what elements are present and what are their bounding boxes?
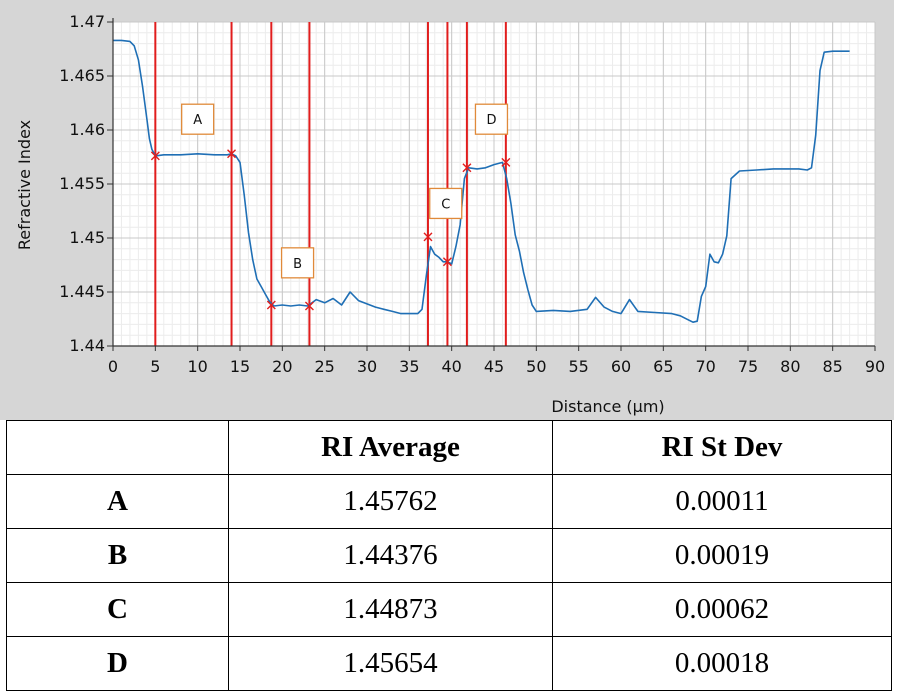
refractive-index-series — [113, 39, 850, 324]
table-header-row: RI Average RI St Dev — [6, 420, 892, 475]
x-tick-label: 55 — [568, 357, 588, 376]
x-tick-label: 75 — [738, 357, 758, 376]
x-tick-label: 10 — [187, 357, 207, 376]
ri-stdev-value: 0.00019 — [552, 528, 892, 583]
marker-stroke — [423, 232, 433, 242]
x-tick-label: 40 — [441, 357, 461, 376]
x-tick-label: 45 — [484, 357, 504, 376]
ri-stdev-value: 0.00062 — [552, 582, 892, 637]
marker-stroke — [442, 257, 452, 267]
boundary-marker — [462, 163, 472, 173]
region-label-a: A — [181, 103, 215, 135]
table-header-ri-average: RI Average — [228, 420, 553, 475]
x-tick-label: 0 — [108, 357, 118, 376]
x-tick-label: 85 — [822, 357, 842, 376]
region-boundaries — [154, 22, 507, 346]
marker-stroke — [501, 157, 511, 167]
boundary-marker — [150, 151, 160, 161]
ri-stats-table: RI Average RI St Dev A 1.45762 0.00011 B… — [6, 420, 892, 691]
boundary-marker — [304, 301, 314, 311]
x-tick-label: 65 — [653, 357, 673, 376]
boundary-marker — [266, 300, 276, 310]
x-tick-label: 15 — [230, 357, 250, 376]
axes: 0 5 10 15 20 25 30 35 40 45 50 55 60 65 70 75 80 85 90 1.44… — [59, 12, 885, 376]
row-label: A — [6, 474, 229, 529]
region-label-d: D — [474, 103, 509, 135]
marker-layer — [150, 149, 511, 311]
boundary-marker — [227, 149, 237, 159]
x-tick-label: 20 — [272, 357, 292, 376]
y-tick-label: 1.455 — [59, 174, 105, 193]
series-layer — [113, 39, 850, 324]
table-row: D 1.45654 0.00018 — [6, 636, 892, 691]
ri-average-value: 1.44873 — [228, 582, 553, 637]
row-label: C — [6, 582, 229, 637]
y-axis-label: Refractive Index — [15, 120, 34, 250]
x-tick-label: 35 — [399, 357, 419, 376]
ri-average-value: 1.45762 — [228, 474, 553, 529]
table-header-empty — [6, 420, 229, 475]
region-label-c: C — [429, 187, 463, 220]
region-label-layer: A B C D — [181, 103, 509, 279]
row-label: D — [6, 636, 229, 691]
y-tick-label: 1.47 — [69, 12, 105, 31]
marker-stroke — [462, 163, 472, 173]
marker-stroke — [266, 300, 276, 310]
region-label-text: A — [193, 113, 202, 128]
x-tick-label: 70 — [695, 357, 715, 376]
x-tick-label: 30 — [357, 357, 377, 376]
region-label-box — [474, 103, 509, 135]
table-row: A 1.45762 0.00011 — [6, 474, 892, 529]
y-tick-label: 1.445 — [59, 282, 105, 301]
x-tick-label: 50 — [526, 357, 546, 376]
region-label-text: B — [293, 257, 302, 272]
region-label-text: D — [486, 113, 496, 128]
marker-stroke — [227, 149, 237, 159]
boundary-marker — [442, 257, 452, 267]
x-tick-label: 60 — [611, 357, 631, 376]
boundary-marker — [501, 157, 511, 167]
y-tick-label: 1.465 — [59, 66, 105, 85]
ri-average-value: 1.44376 — [228, 528, 553, 583]
row-label: B — [6, 528, 229, 583]
x-tick-label: 25 — [314, 357, 334, 376]
table-row: C 1.44873 0.00062 — [6, 582, 892, 637]
x-axis-label: Distance (µm) — [551, 397, 664, 416]
ri-average-value: 1.45654 — [228, 636, 553, 691]
region-label-box — [429, 187, 463, 220]
x-tick-label: 90 — [865, 357, 885, 376]
grid — [112, 21, 876, 347]
ri-stdev-value: 0.00011 — [552, 474, 892, 529]
refractive-index-chart: A B C D 0 5 10 15 20 25 30 35 40 45 50 55 60 65 70 75 80 85 9… — [15, 12, 885, 416]
marker-stroke — [304, 301, 314, 311]
y-tick-label: 1.44 — [69, 336, 105, 355]
ri-stdev-value: 0.00018 — [552, 636, 892, 691]
x-tick-label: 80 — [780, 357, 800, 376]
region-label-box — [280, 247, 315, 279]
region-label-box — [181, 103, 215, 135]
region-label-b: B — [280, 247, 315, 279]
chart-panel: A B C D 0 5 10 15 20 25 30 35 40 45 50 55 60 65 70 75 80 85 9… — [0, 0, 894, 420]
table-row: B 1.44376 0.00019 — [6, 528, 892, 583]
region-label-text: C — [441, 197, 450, 212]
table-header-ri-st-dev: RI St Dev — [552, 420, 892, 475]
y-tick-label: 1.46 — [69, 120, 105, 139]
y-tick-label: 1.45 — [69, 228, 105, 247]
marker-stroke — [150, 151, 160, 161]
boundary-marker — [423, 232, 433, 242]
x-tick-label: 5 — [150, 357, 160, 376]
